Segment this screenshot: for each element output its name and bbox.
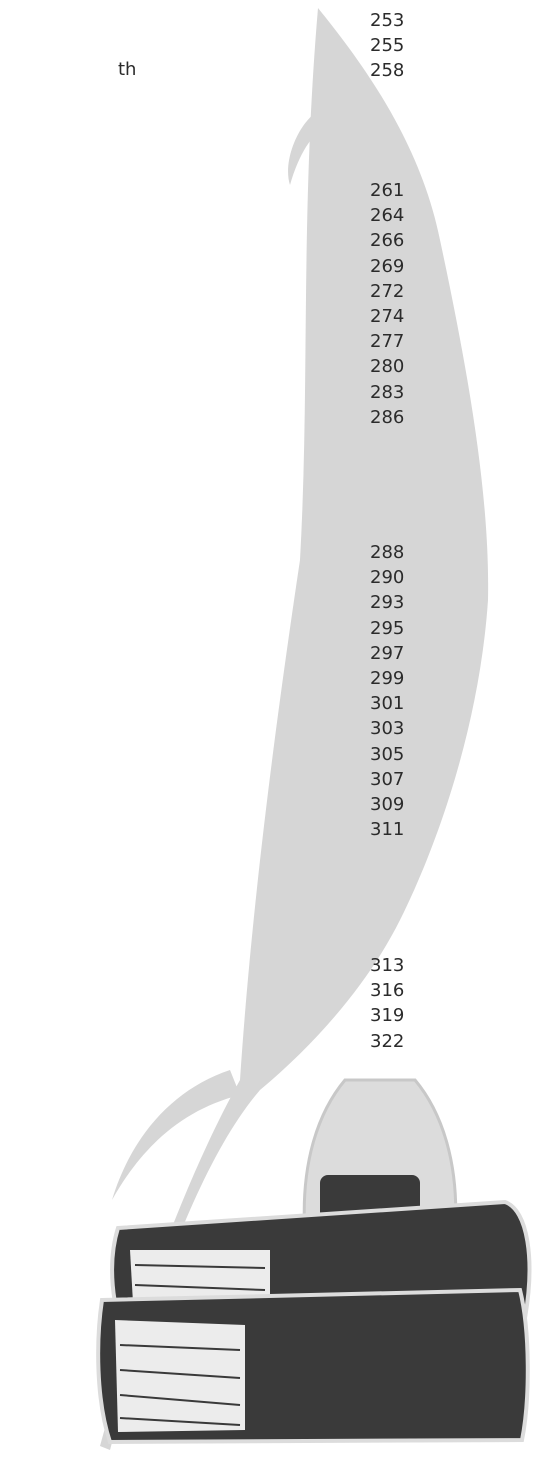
page-number: 253	[370, 10, 405, 31]
page-number: 311	[370, 819, 405, 841]
page-number: 297	[370, 642, 405, 664]
page-number: 305	[370, 743, 405, 765]
page-number: 313	[370, 955, 405, 976]
page-number: 288	[370, 542, 405, 563]
feather-curl	[288, 110, 330, 185]
page-number: 280	[370, 356, 405, 378]
page-number: 255	[370, 35, 405, 57]
cut-off-entry-text: th	[118, 59, 137, 80]
page-number: 309	[370, 794, 405, 815]
page-number: 286	[370, 406, 405, 428]
feather	[100, 8, 489, 1450]
page-lines	[119, 1264, 266, 1426]
page-number: 277	[370, 331, 405, 353]
feather-barb	[112, 1070, 240, 1200]
page-number: 264	[370, 205, 405, 227]
page-number: 301	[370, 693, 405, 715]
page-number: 303	[370, 718, 405, 740]
page-number: 322	[370, 1030, 405, 1052]
page-number: 258	[370, 60, 405, 82]
page-number: 269	[370, 255, 405, 277]
page-number: 295	[370, 617, 405, 639]
page-number: 293	[370, 592, 405, 614]
page-number: 272	[370, 280, 405, 302]
page-number: 319	[370, 1005, 405, 1027]
page-number: 266	[370, 230, 405, 252]
page-number: 261	[370, 180, 405, 201]
page-number: 274	[370, 306, 405, 327]
page-number: 316	[370, 980, 405, 1002]
page-number: 299	[370, 668, 405, 689]
bottom-book-pages	[115, 1320, 245, 1432]
page-number: 283	[370, 381, 405, 403]
page-number: 307	[370, 768, 405, 790]
page-number: 290	[370, 567, 405, 589]
